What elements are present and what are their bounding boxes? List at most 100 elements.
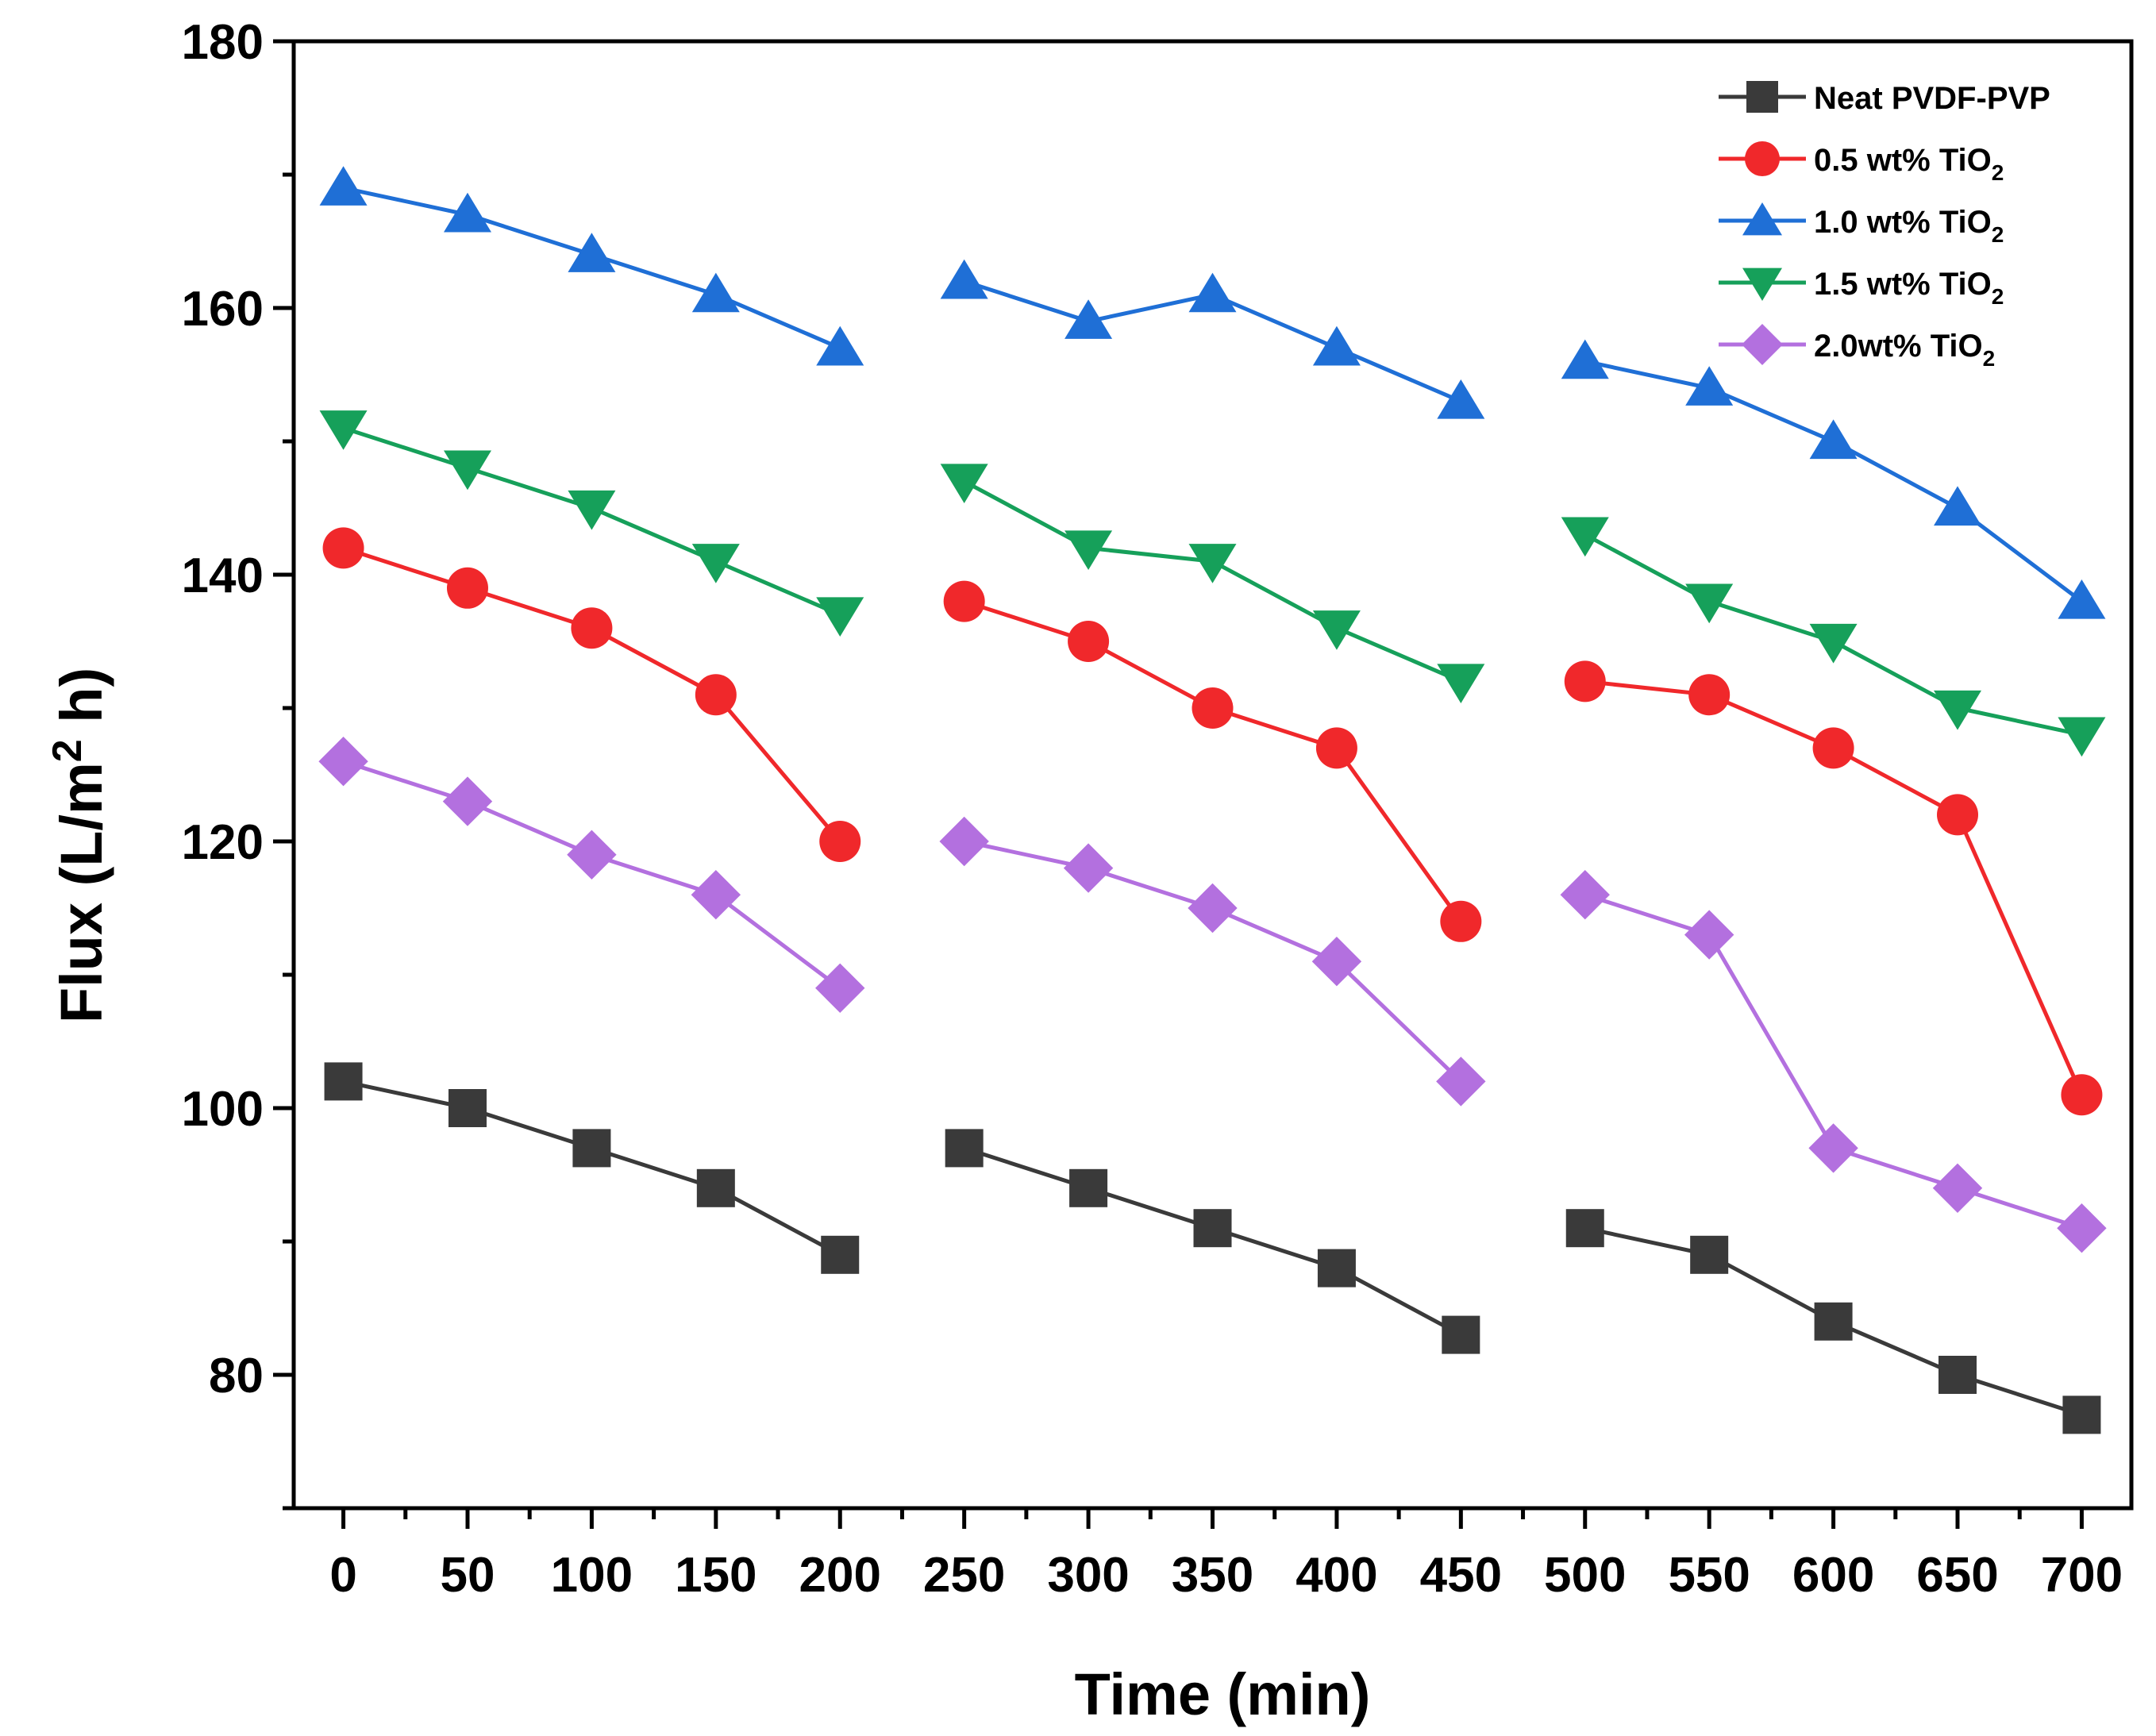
data-point xyxy=(939,816,989,867)
data-point xyxy=(1564,660,1606,702)
data-point xyxy=(1690,1235,1729,1274)
data-point xyxy=(567,830,617,880)
x-tick-label: 450 xyxy=(1420,1548,1502,1603)
legend-label-subscript: 2 xyxy=(1992,160,2004,185)
data-point xyxy=(443,192,491,233)
data-point xyxy=(1934,690,1982,730)
data-point xyxy=(945,1129,984,1168)
data-point xyxy=(1685,366,1734,406)
x-tick-label: 0 xyxy=(329,1548,356,1603)
data-point xyxy=(1311,937,1362,987)
legend-label-main: 1.0 wt% TiO xyxy=(1814,205,1992,240)
legend-marker xyxy=(1742,268,1782,301)
legend-item: Neat PVDF-PVP xyxy=(1719,81,2050,116)
legend-label-main: 2.0wt% TiO xyxy=(1814,329,1983,364)
x-tick-label: 150 xyxy=(675,1548,757,1603)
data-point xyxy=(2062,1395,2101,1434)
data-point xyxy=(1688,674,1731,716)
data-point xyxy=(1685,583,1734,624)
x-tick-label: 50 xyxy=(441,1548,495,1603)
series-3 xyxy=(319,410,2106,757)
y-tick-label: 140 xyxy=(182,549,264,603)
data-point xyxy=(1560,870,1610,920)
data-point xyxy=(1437,664,1485,703)
x-axis-title: Time (min) xyxy=(1075,1661,1371,1727)
legend-label-subscript: 2 xyxy=(1992,222,2004,247)
data-point xyxy=(1192,687,1234,729)
data-point xyxy=(2058,717,2106,757)
legend-label-main: 0.5 wt% TiO xyxy=(1814,143,1992,178)
legend-label: Neat PVDF-PVP xyxy=(1814,81,2050,116)
data-point xyxy=(1934,486,1982,526)
series-0 xyxy=(324,1062,2101,1434)
data-point xyxy=(691,544,740,583)
data-point xyxy=(819,821,861,862)
x-tick-label: 600 xyxy=(1792,1548,1874,1603)
series-4 xyxy=(318,737,2107,1253)
y-tick-label: 160 xyxy=(182,282,264,337)
y-axis-title-tail: h) xyxy=(48,668,114,739)
legend-item: 1.0 wt% TiO2 xyxy=(1719,202,2004,247)
data-point xyxy=(1809,623,1858,664)
data-point xyxy=(695,674,737,716)
data-point xyxy=(1442,1315,1480,1354)
data-point xyxy=(691,870,741,920)
data-point xyxy=(2061,1074,2103,1116)
data-point xyxy=(572,1129,611,1168)
data-point xyxy=(815,963,865,1013)
data-point xyxy=(1565,1209,1604,1248)
data-point xyxy=(816,597,864,637)
y-axis-title-sup: 2 xyxy=(44,739,90,762)
data-point xyxy=(1436,1057,1486,1107)
x-tick-label: 550 xyxy=(1668,1548,1750,1603)
y-tick-label: 180 xyxy=(182,15,264,70)
data-point xyxy=(319,410,368,450)
data-point xyxy=(1812,727,1854,769)
legend-marker xyxy=(1746,81,1778,113)
data-point xyxy=(2058,579,2106,619)
data-point xyxy=(1932,1163,1983,1213)
x-tick-label: 500 xyxy=(1544,1548,1626,1603)
data-point xyxy=(821,1235,860,1274)
y-axis-title: Flux (L/m2 h) xyxy=(44,668,114,1023)
legend-label: 2.0wt% TiO2 xyxy=(1814,329,1995,371)
legend-label: 0.5 wt% TiO2 xyxy=(1814,143,2004,185)
legend-label-main: Neat PVDF-PVP xyxy=(1814,81,2050,116)
legend-label-main: 1.5 wt% TiO xyxy=(1814,267,1992,302)
data-point xyxy=(1065,530,1113,570)
data-point xyxy=(1561,517,1609,557)
data-point xyxy=(1809,419,1858,460)
y-tick-label: 100 xyxy=(182,1082,264,1137)
data-point xyxy=(943,580,985,622)
data-point xyxy=(1808,1123,1858,1173)
legend-item: 0.5 wt% TiO2 xyxy=(1719,141,2004,185)
data-point xyxy=(1684,910,1734,960)
data-point xyxy=(322,527,364,569)
legend-marker xyxy=(1742,324,1783,365)
data-point xyxy=(1814,1302,1853,1341)
y-tick-label: 120 xyxy=(182,815,264,870)
data-point xyxy=(1063,843,1114,893)
x-tick-label: 700 xyxy=(2041,1548,2123,1603)
x-tick-label: 400 xyxy=(1296,1548,1377,1603)
legend-label: 1.0 wt% TiO2 xyxy=(1814,205,2004,247)
legend-item: 2.0wt% TiO2 xyxy=(1719,324,1995,371)
y-tick-label: 80 xyxy=(209,1349,264,1403)
series-2 xyxy=(319,166,2106,619)
x-tick-label: 250 xyxy=(923,1548,1005,1603)
data-point xyxy=(940,259,988,299)
data-point xyxy=(1312,610,1361,650)
data-point xyxy=(318,737,368,787)
series-layer xyxy=(318,166,2107,1434)
data-point xyxy=(691,272,740,313)
axes-layer: 80 100 120 140 160 180 0 50 100 150 200 250 300 350 40… xyxy=(182,15,2134,1603)
x-tick-label: 300 xyxy=(1047,1548,1129,1603)
data-point xyxy=(446,567,488,609)
data-point xyxy=(324,1062,363,1101)
y-axis-title-main: Flux (L/m xyxy=(48,762,114,1023)
data-point xyxy=(442,776,493,826)
data-point xyxy=(448,1089,487,1127)
series-1 xyxy=(322,527,2103,1116)
x-tick-label: 100 xyxy=(551,1548,633,1603)
